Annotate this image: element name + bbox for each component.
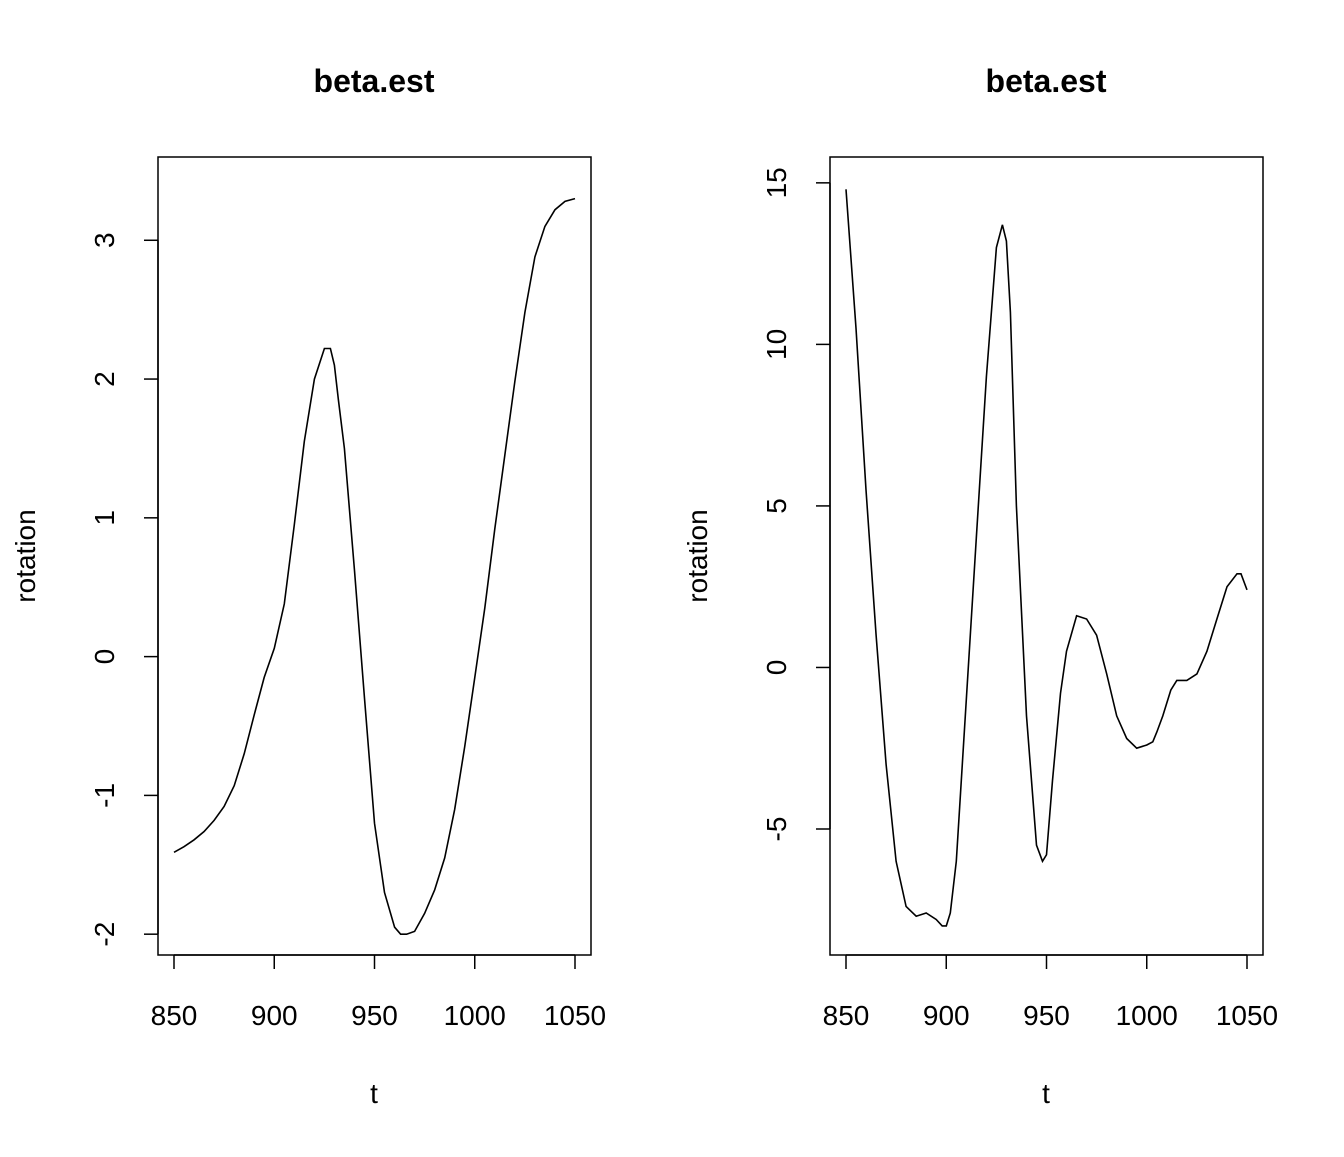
left-chart-title: beta.est <box>314 63 435 99</box>
right-plot-frame <box>829 156 1264 956</box>
right-x-tick-label: 1050 <box>1216 1000 1278 1031</box>
right-x-tick-label: 850 <box>823 1000 870 1031</box>
left-y-axis-label: rotation <box>10 509 41 602</box>
left-x-tick-label: 850 <box>151 1000 198 1031</box>
left-y-tick-label: 0 <box>89 649 120 665</box>
right-x-tick-label: 900 <box>923 1000 970 1031</box>
left-x-tick-label: 950 <box>351 1000 398 1031</box>
right-chart-panel: beta.est 850 900 950 1000 1050 -5 0 5 10 15 t ro… <box>682 63 1278 1109</box>
left-x-tick-label: 1050 <box>544 1000 606 1031</box>
right-x-tick-label: 950 <box>1023 1000 1070 1031</box>
right-x-axis: 850 900 950 1000 1050 <box>823 954 1278 1031</box>
left-series-line <box>173 197 576 935</box>
left-y-tick-label: -2 <box>89 922 120 947</box>
right-y-tick-label: 10 <box>761 329 792 360</box>
left-y-tick-label: 1 <box>89 510 120 526</box>
right-chart-title: beta.est <box>986 63 1107 99</box>
left-x-axis-label: t <box>370 1078 378 1109</box>
right-series-line <box>845 189 1248 927</box>
right-y-tick-label: 5 <box>761 498 792 514</box>
right-y-tick-label: 15 <box>761 167 792 198</box>
left-y-tick-label: 3 <box>89 232 120 248</box>
right-y-tick-label: 0 <box>761 660 792 676</box>
left-chart-panel: beta.est 850 900 950 1000 1050 -2 -1 0 1 2 3 t ro… <box>10 63 606 1109</box>
right-x-tick-label: 1000 <box>1116 1000 1178 1031</box>
right-x-axis-label: t <box>1042 1078 1050 1109</box>
left-x-tick-label: 1000 <box>444 1000 506 1031</box>
left-x-tick-label: 900 <box>251 1000 298 1031</box>
left-y-tick-label: -1 <box>89 783 120 808</box>
left-x-axis: 850 900 950 1000 1050 <box>151 954 606 1031</box>
right-y-tick-label: -5 <box>761 817 792 842</box>
right-y-axis: -5 0 5 10 15 <box>761 167 831 842</box>
left-plot-frame <box>157 156 592 956</box>
left-y-tick-label: 2 <box>89 371 120 387</box>
left-y-axis: -2 -1 0 1 2 3 <box>89 232 159 947</box>
right-y-axis-label: rotation <box>682 509 713 602</box>
